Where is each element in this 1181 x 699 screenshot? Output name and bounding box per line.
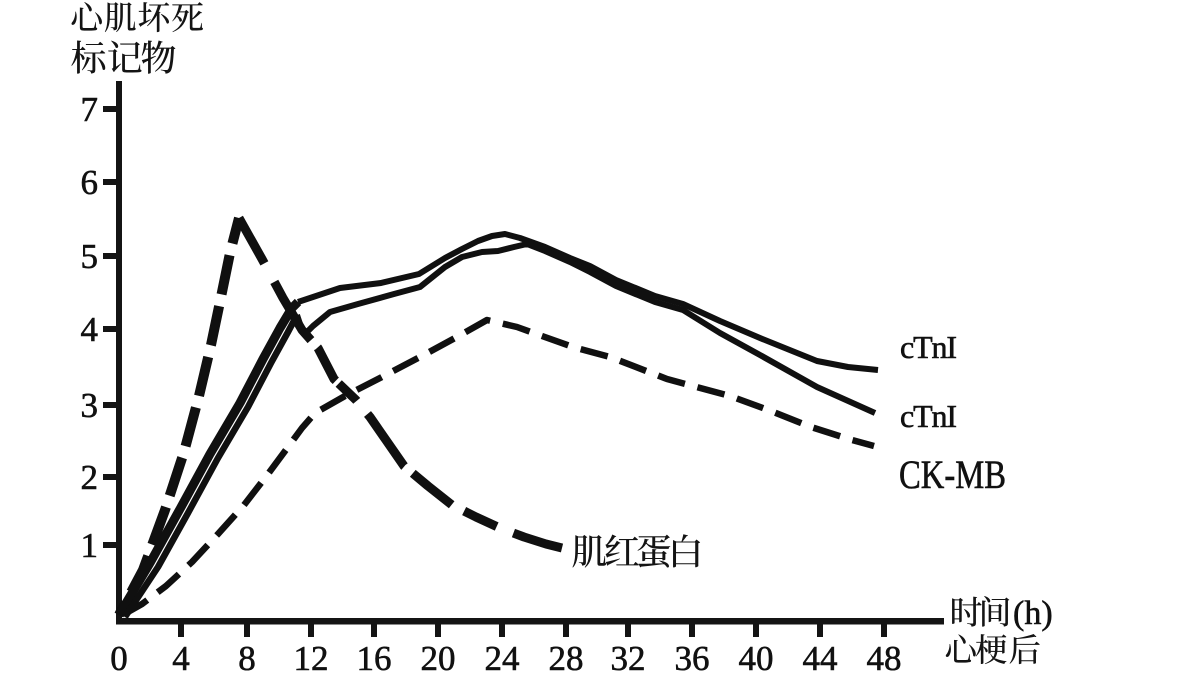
svg-text:0: 0: [110, 639, 128, 678]
svg-text:36: 36: [675, 639, 710, 678]
svg-text:24: 24: [485, 639, 520, 678]
svg-text:7: 7: [81, 90, 99, 129]
svg-text:40: 40: [739, 639, 774, 678]
svg-text:28: 28: [549, 639, 584, 678]
svg-text:5: 5: [81, 237, 99, 276]
svg-text:cTnI: cTnI: [900, 398, 957, 434]
svg-text:3: 3: [81, 386, 99, 425]
svg-text:48: 48: [867, 639, 902, 678]
svg-text:32: 32: [611, 639, 646, 678]
svg-text:8: 8: [238, 639, 256, 678]
svg-text:44: 44: [803, 639, 838, 678]
svg-text:6: 6: [81, 163, 99, 202]
svg-text:16: 16: [357, 639, 392, 678]
svg-text:4: 4: [81, 310, 99, 349]
svg-text:2: 2: [81, 458, 99, 497]
svg-text:CK-MB: CK-MB: [899, 452, 1006, 497]
svg-text:1: 1: [81, 526, 99, 565]
svg-text:20: 20: [421, 639, 456, 678]
svg-text:cTnI: cTnI: [900, 329, 957, 365]
svg-text:4: 4: [172, 639, 190, 678]
svg-text:(h): (h): [1013, 595, 1053, 632]
svg-text:12: 12: [294, 639, 329, 678]
